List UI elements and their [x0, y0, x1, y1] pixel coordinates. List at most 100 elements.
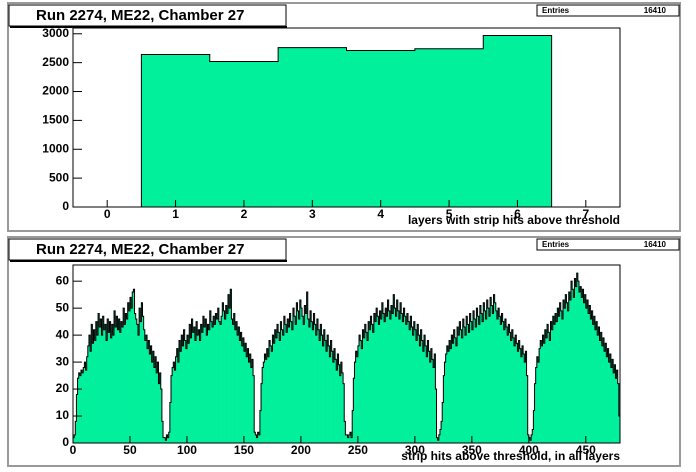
histogram-bin	[393, 294, 395, 443]
histogram-bin	[102, 316, 105, 443]
histogram-bin	[310, 310, 312, 443]
histogram-bin	[483, 302, 485, 443]
histogram-bin	[172, 367, 174, 443]
histogram-bin	[316, 318, 319, 443]
histogram-bin	[480, 313, 483, 443]
histogram-bin	[493, 294, 495, 443]
histogram-bin	[243, 351, 246, 443]
chart-title: Run 2274, ME22, Chamber 27	[36, 241, 244, 258]
histogram-bin	[558, 316, 560, 443]
histogram-bin	[311, 321, 313, 443]
histogram-bin	[534, 383, 536, 443]
histogram-bin	[205, 318, 207, 443]
histogram-bin	[459, 321, 461, 443]
histogram-bin	[433, 367, 435, 443]
plot-frame	[72, 264, 621, 444]
histogram-bin	[216, 318, 219, 443]
histogram-bin	[559, 302, 562, 443]
histogram-bin	[119, 332, 122, 443]
histogram-bin	[100, 318, 102, 443]
histogram-bin	[520, 356, 523, 443]
histogram-bin	[498, 308, 500, 443]
histogram-bin	[78, 372, 81, 443]
histogram-bin	[118, 318, 121, 443]
histogram-bin	[359, 335, 361, 443]
histogram-bin	[580, 286, 582, 443]
histogram-bin	[539, 348, 541, 443]
histogram-bin	[73, 437, 75, 443]
histogram-bin	[545, 337, 548, 443]
histogram-bin	[514, 345, 516, 443]
histogram-bin	[339, 375, 342, 443]
x-tick-label: 400	[519, 443, 539, 457]
x-tick-label: 4	[377, 207, 384, 221]
histogram-bin	[596, 321, 598, 443]
histogram-bin	[209, 61, 279, 207]
histogram-bin	[547, 324, 549, 443]
histogram-bin	[362, 329, 364, 443]
histogram-bin	[140, 321, 142, 443]
histogram-bin	[298, 318, 301, 443]
histogram-bin	[241, 345, 244, 443]
histogram-bin	[439, 429, 442, 443]
histogram-bin	[93, 329, 95, 443]
histogram-bin	[384, 321, 386, 443]
histogram-bin	[556, 321, 558, 443]
histogram-bin	[263, 362, 265, 443]
histogram-bin	[437, 440, 440, 443]
histogram-bin	[103, 329, 106, 443]
histogram-bin	[444, 362, 446, 443]
histogram-bin	[275, 337, 278, 443]
histogram-bin	[178, 340, 181, 443]
x-axis-label: layers with strip hits above threshold	[408, 213, 620, 227]
histogram-bin	[77, 378, 79, 443]
histogram-bin	[134, 313, 136, 443]
histogram-bin	[418, 335, 420, 443]
histogram-bin	[588, 313, 590, 443]
histogram-bin	[218, 321, 221, 443]
histogram-bin	[392, 313, 394, 443]
histogram-bin	[295, 324, 297, 443]
histogram-bin	[434, 354, 436, 443]
histogram-bin	[90, 351, 92, 443]
histogram-bin	[249, 354, 252, 443]
histogram-bin	[153, 367, 156, 443]
histogram-bin	[168, 432, 171, 443]
x-tick-label: 100	[177, 443, 197, 457]
histogram-bin	[306, 291, 309, 443]
histogram-bin	[231, 318, 233, 443]
histogram-bin	[575, 286, 577, 443]
histogram-bin	[279, 340, 281, 443]
histogram-bin	[290, 321, 293, 443]
histogram-bin	[94, 340, 97, 443]
histogram-bin	[126, 318, 128, 443]
histogram-bin	[466, 316, 468, 443]
histogram-bin	[463, 327, 466, 443]
histogram-bin	[132, 291, 134, 443]
histogram-bin	[351, 437, 353, 443]
histogram-bin	[381, 302, 384, 443]
histogram-bin	[574, 278, 576, 443]
histogram-bin	[312, 329, 314, 443]
histogram-bin	[608, 362, 611, 443]
histogram-bin	[150, 345, 152, 443]
histogram-bin	[361, 348, 363, 443]
histogram-bin	[612, 359, 614, 443]
histogram-bin	[400, 302, 402, 443]
histogram-bin	[477, 316, 479, 443]
histogram-bin	[569, 300, 572, 443]
histogram-bin	[80, 370, 83, 443]
histogram-bin	[509, 332, 511, 443]
histogram-bin	[609, 354, 612, 443]
histogram-bin	[95, 321, 98, 443]
histogram-bin	[136, 324, 139, 443]
x-tick-label: 1	[172, 207, 179, 221]
histogram-bin	[429, 362, 432, 443]
x-tick-label: 6	[514, 207, 521, 221]
histogram-bin	[370, 316, 372, 443]
histogram-bin	[239, 340, 241, 443]
histogram-bin	[184, 340, 187, 443]
histogram-bin	[294, 316, 296, 443]
histogram-bin	[573, 297, 575, 443]
histogram-bin	[254, 432, 256, 443]
